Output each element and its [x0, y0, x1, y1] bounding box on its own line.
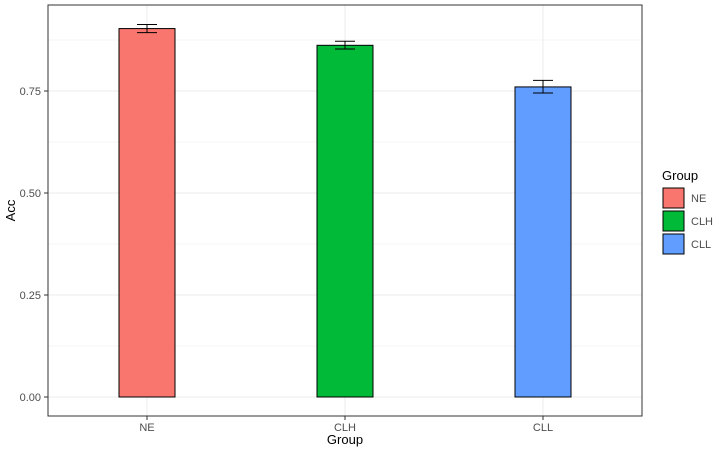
- legend-swatch-cll: [662, 233, 685, 255]
- legend-label-cll: CLL: [691, 239, 711, 251]
- y-axis: 0.00 0.25 0.50 0.75: [20, 86, 48, 404]
- y-tick-label: 0.00: [20, 392, 41, 404]
- legend-label-clh: CLH: [691, 216, 713, 228]
- legend: Group NE CLH CLL: [662, 168, 713, 255]
- x-tick-label: NE: [139, 422, 154, 434]
- x-tick-label: CLL: [533, 422, 553, 434]
- bars: [118, 23, 572, 398]
- error-bar-cll: [533, 79, 553, 94]
- legend-swatch-ne: [662, 187, 685, 209]
- x-tick-label: CLH: [334, 422, 356, 434]
- y-axis-title: Acc: [3, 199, 18, 221]
- legend-label-ne: NE: [691, 193, 706, 205]
- x-axis-title: Group: [327, 432, 363, 447]
- error-bar-clh: [335, 40, 355, 50]
- legend-swatch-clh: [662, 210, 685, 232]
- y-tick-label: 0.75: [20, 86, 41, 98]
- bar-cll: [514, 86, 572, 398]
- bar-clh: [316, 44, 374, 398]
- bar-ne: [118, 28, 176, 398]
- y-tick-label: 0.25: [20, 290, 41, 302]
- legend-title: Group: [662, 168, 698, 183]
- x-axis: NE CLH CLL: [139, 416, 553, 434]
- error-bar-ne: [137, 23, 157, 34]
- y-tick-label: 0.50: [20, 188, 41, 200]
